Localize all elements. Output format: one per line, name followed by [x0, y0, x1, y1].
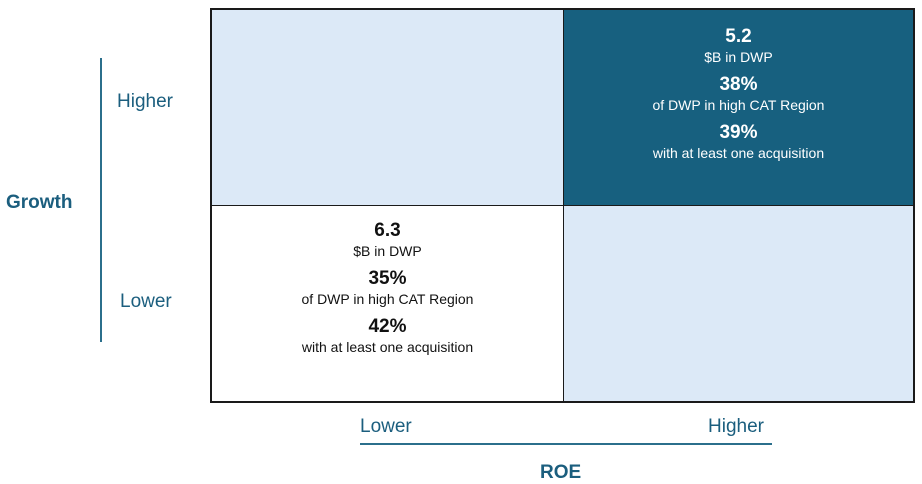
y-axis-higher-label: Higher [117, 91, 173, 112]
y-axis-lower-label: Lower [120, 291, 172, 312]
x-axis-line [360, 443, 772, 445]
quadrant-bottom-left: 6.3 $B in DWP 35% of DWP in high CAT Reg… [212, 206, 564, 401]
top-right-acq-label: with at least one acquisition [652, 145, 825, 161]
bottom-left-acq-value: 42% [368, 316, 407, 337]
bottom-left-cat-label: of DWP in high CAT Region [301, 291, 474, 307]
y-axis-title: Growth [6, 192, 73, 213]
top-right-dwp-value: 5.2 [725, 26, 752, 47]
bottom-left-dwp-value: 6.3 [374, 220, 401, 241]
bottom-left-dwp-label: $B in DWP [353, 243, 422, 259]
quadrant-top-left [212, 10, 564, 206]
quadrant-bottom-right [564, 206, 913, 401]
y-axis-line [100, 58, 102, 342]
x-axis-lower-label: Lower [360, 416, 412, 437]
x-axis-title: ROE [540, 462, 582, 483]
top-right-cat-label: of DWP in high CAT Region [652, 97, 825, 113]
bottom-left-cat-value: 35% [368, 268, 407, 289]
bottom-left-stats: 6.3 $B in DWP 35% of DWP in high CAT Reg… [212, 220, 563, 364]
bottom-left-acq-label: with at least one acquisition [301, 339, 474, 355]
top-right-stats: 5.2 $B in DWP 38% of DWP in high CAT Reg… [564, 26, 913, 170]
quadrant-matrix: 5.2 $B in DWP 38% of DWP in high CAT Reg… [210, 8, 915, 403]
top-right-dwp-label: $B in DWP [704, 49, 773, 65]
x-axis-higher-label: Higher [708, 416, 764, 437]
top-right-acq-value: 39% [719, 122, 758, 143]
quadrant-top-right: 5.2 $B in DWP 38% of DWP in high CAT Reg… [564, 10, 913, 206]
top-right-cat-value: 38% [719, 74, 758, 95]
